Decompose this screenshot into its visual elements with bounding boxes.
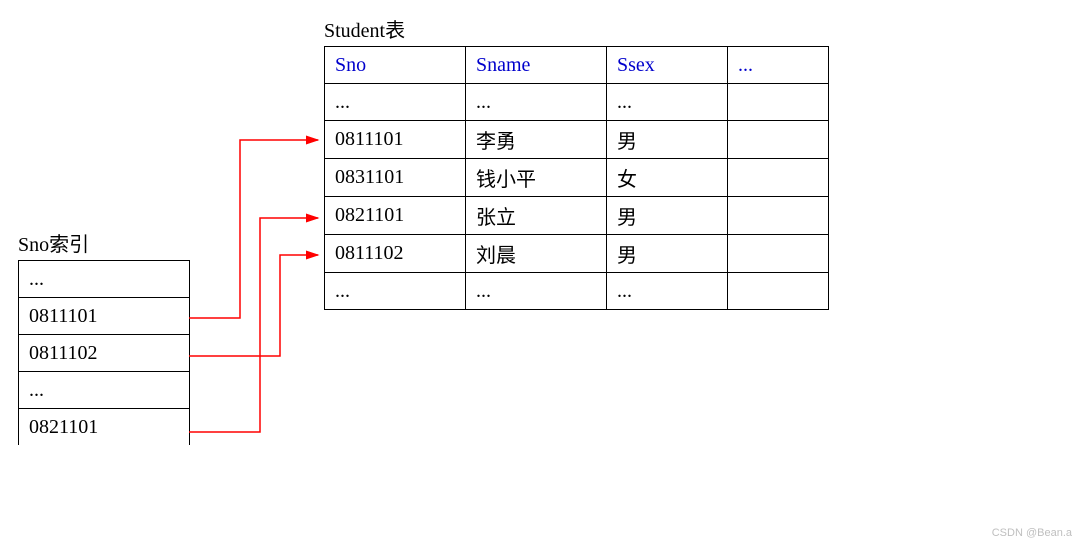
watermark: CSDN @Bean.a [992,527,1072,539]
col-header: Ssex [607,47,728,84]
index-arrow [189,255,318,356]
cell [728,84,829,121]
col-header: ... [728,47,829,84]
cell: 男 [607,197,728,235]
index-table-title: Sno索引 [18,228,89,257]
student-table: Sno Sname Ssex ... ... ... ... 0811101 李… [324,46,829,310]
cell [728,273,829,310]
table-row: 0821101 [19,409,190,446]
cell: ... [19,261,190,298]
table-row: 0811102 刘晨 男 [325,235,829,273]
table-header-row: Sno Sname Ssex ... [325,47,829,84]
cell: 0811101 [19,298,190,335]
cell: 钱小平 [466,159,607,197]
table-row: 0811102 [19,335,190,372]
cell: 李勇 [466,121,607,159]
cell: 张立 [466,197,607,235]
cell [728,197,829,235]
col-header: Sno [325,47,466,84]
cell [728,159,829,197]
cell: ... [607,273,728,310]
cell: 0811102 [19,335,190,372]
cell: ... [325,84,466,121]
cell: 男 [607,235,728,273]
cell [728,121,829,159]
cell: 0821101 [19,409,190,446]
cell: 刘晨 [466,235,607,273]
table-row: 0811101 李勇 男 [325,121,829,159]
table-row: 0821101 张立 男 [325,197,829,235]
cell: ... [466,273,607,310]
col-header: Sname [466,47,607,84]
index-table: ... 0811101 0811102 ... 0821101 [18,260,190,445]
student-table-title: Student表 [324,14,405,43]
cell: ... [19,372,190,409]
cell: ... [607,84,728,121]
index-arrow [189,140,318,318]
table-row: 0831101 钱小平 女 [325,159,829,197]
cell [728,235,829,273]
cell: 0811102 [325,235,466,273]
cell: ... [325,273,466,310]
table-row: ... ... ... [325,84,829,121]
index-arrow [189,218,318,432]
cell: 男 [607,121,728,159]
cell: ... [466,84,607,121]
cell: 女 [607,159,728,197]
cell: 0821101 [325,197,466,235]
cell: 0811101 [325,121,466,159]
cell: 0831101 [325,159,466,197]
table-row: ... ... ... [325,273,829,310]
table-row: ... [19,372,190,409]
table-row: ... [19,261,190,298]
table-row: 0811101 [19,298,190,335]
